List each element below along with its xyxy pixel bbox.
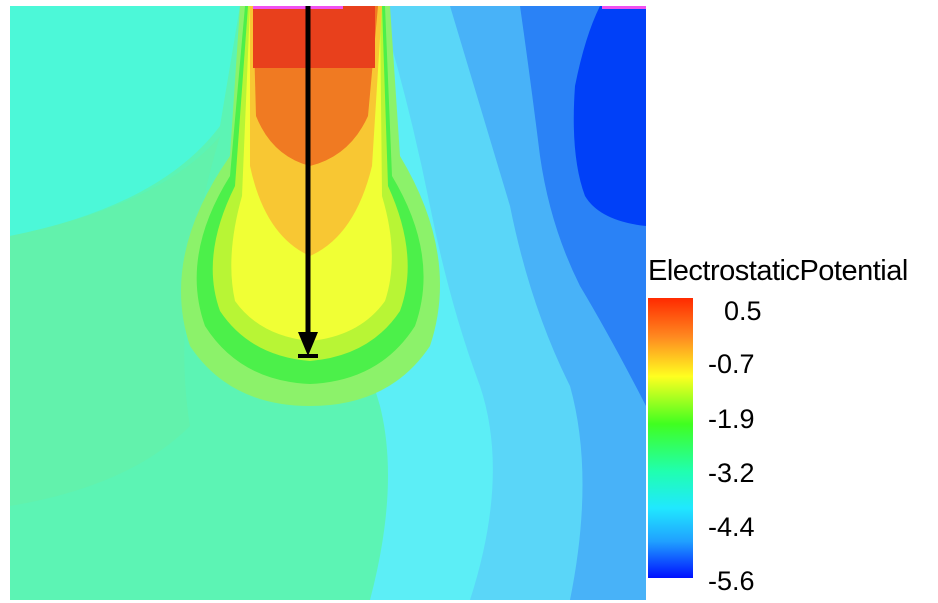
colorbar-tick-4: -4.4 (708, 512, 755, 542)
electrode-region (253, 6, 375, 68)
top-contact-marker-right (602, 6, 646, 9)
colorbar-gradient (648, 298, 693, 578)
contour-band-aqua-left (10, 6, 240, 236)
colorbar (648, 298, 693, 578)
legend-title: ElectrostaticPotential (648, 255, 908, 287)
colorbar-tick-3: -3.2 (708, 458, 755, 488)
colorbar-tick-2: -1.9 (708, 404, 755, 434)
colorbar-tick-5: -5.6 (708, 566, 755, 596)
potential-contour-map (10, 6, 646, 600)
top-contact-marker-left (253, 6, 343, 9)
colorbar-tick-0: 0.5 (724, 296, 762, 326)
cutline-arrow-head (298, 332, 318, 356)
contour-band-palegreen (10, 136, 220, 506)
contour-band-deepblue (573, 6, 646, 226)
colorbar-tick-1: -0.7 (708, 349, 755, 379)
